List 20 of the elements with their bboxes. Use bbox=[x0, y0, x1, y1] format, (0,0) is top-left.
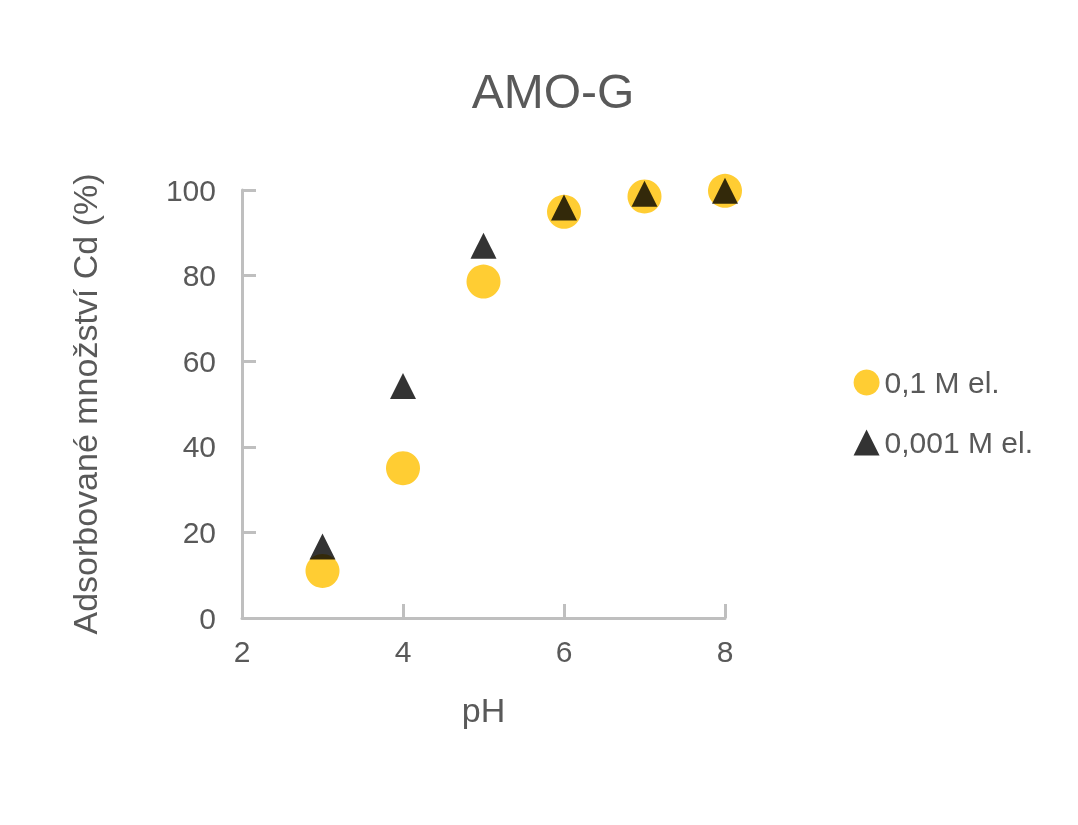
y-tick-label: 0 bbox=[199, 601, 216, 635]
y-axis-title: Adsorbované množství Cd (%) bbox=[66, 173, 104, 635]
x-tick-label: 4 bbox=[394, 634, 412, 668]
point bbox=[390, 373, 416, 400]
y-tick-label: 60 bbox=[182, 344, 216, 378]
x-tick-label: 2 bbox=[233, 634, 251, 668]
legend-label: 0,001 M el. bbox=[884, 426, 1033, 459]
point bbox=[309, 533, 336, 560]
x-axis-title: pH bbox=[461, 691, 506, 729]
point bbox=[466, 264, 501, 299]
chart-title: AMO-G bbox=[471, 64, 635, 118]
x-tick-label: 6 bbox=[555, 634, 573, 668]
legend-label: 0,1 M el. bbox=[884, 366, 1000, 399]
point bbox=[386, 451, 420, 486]
y-tick-label: 80 bbox=[182, 259, 216, 293]
y-tick-label: 20 bbox=[182, 515, 216, 549]
y-tick-label: 100 bbox=[165, 173, 216, 207]
x-tick-label: 8 bbox=[716, 634, 734, 668]
point bbox=[470, 232, 497, 259]
y-tick-label: 40 bbox=[182, 430, 216, 464]
